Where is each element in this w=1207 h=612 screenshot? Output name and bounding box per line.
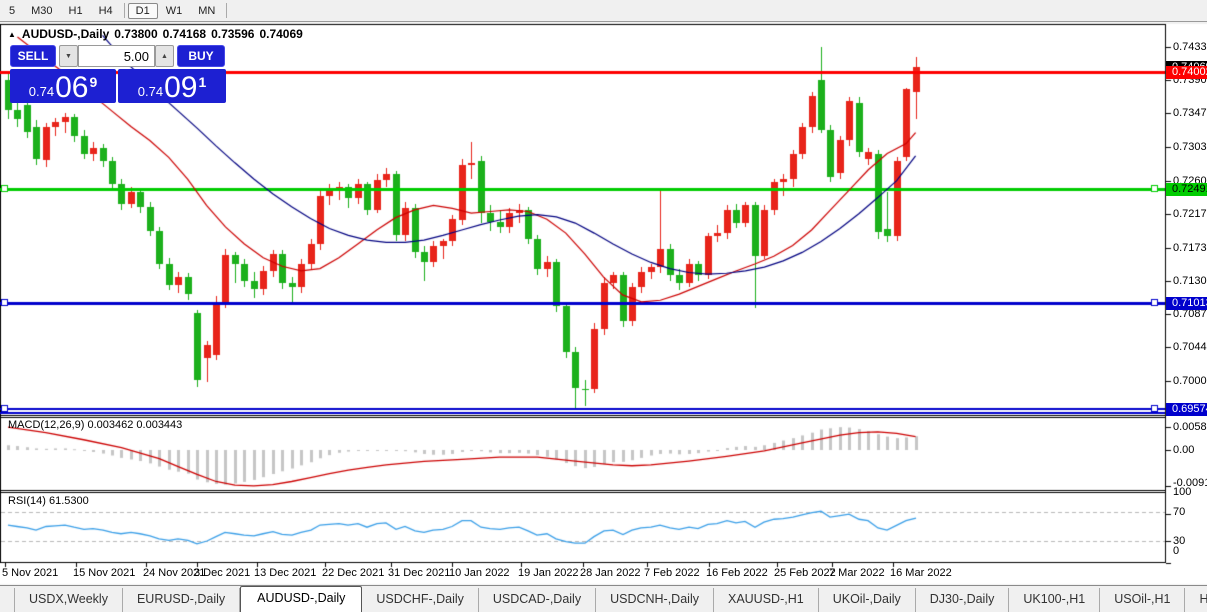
chart-high: 0.74168 [162, 27, 207, 41]
macd-tick-label: 0.00 [1173, 444, 1195, 456]
date-tick-label: 10 Jan 2022 [449, 567, 510, 579]
chart-tab-USOil-H1[interactable]: USOil-,H1 [1100, 588, 1186, 612]
timeframe-button-5[interactable]: 5 [9, 4, 16, 17]
rsi-indicator-label: RSI(14) 61.5300 [8, 495, 89, 507]
rsi-tick-label: 70 [1173, 506, 1186, 518]
chart-symbol: AUDUSD-,Daily [21, 27, 110, 41]
rsi-tick-label: 0 [1173, 545, 1180, 557]
buy-price-pip-digit: 1 [198, 74, 207, 90]
chart-tab-UKOil-Daily[interactable]: UKOil-,Daily [819, 588, 916, 612]
chart-tab-AUDUSD-Daily[interactable]: AUDUSD-,Daily [240, 586, 363, 612]
timeframe-button-H1[interactable]: H1 [68, 4, 83, 17]
triangle-down-icon: ▼ [65, 52, 72, 60]
macd-indicator-label: MACD(12,26,9) 0.003462 0.003443 [8, 419, 183, 431]
timeframe-button-H4[interactable]: H4 [98, 4, 113, 17]
buy-button[interactable]: BUY [177, 45, 225, 67]
date-tick-label: 22 Dec 2021 [322, 567, 385, 579]
chart-tab-bar: USDX,Weekly EURUSD-,Daily AUDUSD-,Daily USD… [0, 585, 1207, 612]
chart-tab-DJ30-Daily[interactable]: DJ30-,Daily [916, 588, 1010, 612]
chart-low: 0.73596 [211, 27, 255, 41]
price-level-badge: 0.71013 [1166, 297, 1207, 310]
date-tick-label: 16 Mar 2022 [890, 567, 952, 579]
toolbar-separator [123, 3, 125, 18]
chart-tab-XAUUSD-H1[interactable]: XAUUSD-,H1 [714, 588, 819, 612]
date-tick-label: 31 Dec 2021 [388, 567, 451, 579]
timeframe-button-D1[interactable]: D1 [127, 2, 158, 19]
date-tick-label: 25 Feb 2022 [774, 567, 836, 579]
timeframe-button-MN[interactable]: MN [198, 4, 216, 17]
chart-tab-UK100-H1[interactable]: UK100-,H1 [1009, 588, 1101, 612]
date-tick-label: 15 Nov 2021 [73, 567, 136, 579]
timeframe-button-M30[interactable]: M30 [31, 4, 53, 17]
macd-tick-label: 0.00585 [1173, 421, 1207, 433]
chart-tab-HK50-Daily[interactable]: HK50-,Daily [1185, 588, 1207, 612]
timeframe-toolbar: 5 M30 H1 H4 D1 W1 MN [0, 0, 1207, 22]
date-tick-label: 24 Nov 2021 [143, 567, 206, 579]
price-level-badge: 0.72491 [1166, 183, 1207, 196]
chart-close: 0.74069 [259, 27, 303, 41]
volume-decrease-button[interactable]: ▼ [59, 45, 78, 67]
sell-price-base: 0.74 [28, 84, 55, 99]
buy-price-display[interactable]: 0.74 09 1 [118, 69, 226, 103]
sell-price-pip-digit: 9 [89, 74, 98, 90]
price-level-badge: 0.69574 [1166, 403, 1207, 416]
chart-tab-USDCNH-Daily[interactable]: USDCNH-,Daily [596, 588, 714, 612]
toolbar-separator [226, 3, 228, 18]
rsi-tick-label: 100 [1173, 486, 1192, 498]
macd-tick-label: -0.00918 [1173, 477, 1207, 489]
sell-price-big-digits: 06 [55, 71, 89, 104]
chart-tab-USDX-Weekly[interactable]: USDX,Weekly [14, 588, 123, 612]
volume-input[interactable]: 5.00 [78, 45, 155, 67]
sell-price-display[interactable]: 0.74 06 9 [10, 69, 116, 103]
sell-button[interactable]: SELL [10, 45, 56, 67]
date-tick-label: 3 Dec 2021 [194, 567, 251, 579]
date-tick-label: 16 Feb 2022 [706, 567, 768, 579]
chart-open: 0.73800 [114, 27, 158, 41]
date-tick-label: 19 Jan 2022 [518, 567, 579, 579]
date-tick-label: 7 Mar 2022 [829, 567, 885, 579]
date-tick-label: 7 Feb 2022 [644, 567, 700, 579]
rsi-tick-label: 30 [1173, 535, 1186, 547]
volume-increase-button[interactable]: ▲ [155, 45, 174, 67]
date-tick-label: 5 Nov 2021 [2, 567, 59, 579]
price-level-badge: 0.74002 [1166, 66, 1207, 79]
date-tick-label: 28 Jan 2022 [580, 567, 641, 579]
chart-tab-EURUSD-Daily[interactable]: EURUSD-,Daily [123, 588, 241, 612]
buy-price-base: 0.74 [137, 84, 164, 99]
chart-tab-USDCHF-Daily[interactable]: USDCHF-,Daily [362, 588, 479, 612]
chart-tab-USDCAD-Daily[interactable]: USDCAD-,Daily [479, 588, 597, 612]
collapse-triangle-icon[interactable]: ▲ [8, 29, 16, 39]
date-tick-label: 13 Dec 2021 [254, 567, 317, 579]
triangle-up-icon: ▲ [161, 52, 168, 60]
timeframe-button-W1[interactable]: W1 [165, 4, 183, 17]
buy-price-big-digits: 09 [164, 71, 198, 104]
one-click-trade-panel: SELL ▼ 5.00 ▲ BUY 0.74 06 9 0.74 09 1 [10, 45, 226, 103]
chart-title: ▲ AUDUSD-,Daily 0.73800 0.74168 0.73596 … [8, 27, 308, 41]
chart-canvas[interactable] [0, 22, 1207, 585]
